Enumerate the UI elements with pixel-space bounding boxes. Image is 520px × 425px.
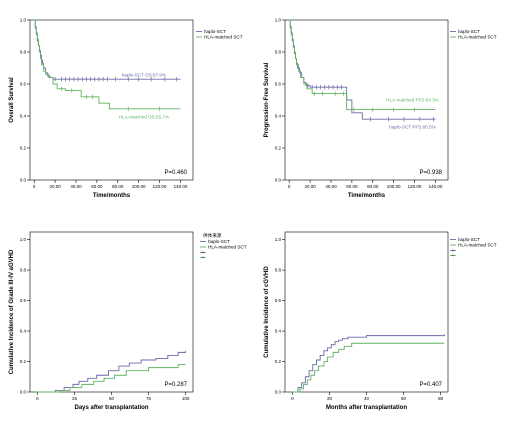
y-tick-label: 0.4 <box>20 114 27 119</box>
x-tick-label: 50 <box>109 396 115 401</box>
y-tick-label: 1.0 <box>20 18 27 23</box>
x-tick-label: 100.00 <box>387 184 401 189</box>
legend-label: + <box>202 255 205 260</box>
p-value-label: P=0.287 <box>164 382 187 388</box>
y-tick-label: 0.4 <box>275 114 282 119</box>
y-tick-label: 0.8 <box>275 268 282 273</box>
series-annotation: haplo-SCT OS:67.9% <box>122 73 166 78</box>
series-line-hla <box>289 19 436 111</box>
legend-label: + <box>452 248 455 253</box>
x-axis-label: Days after transplantation <box>74 405 148 411</box>
y-axis-label: Overall Survival <box>9 77 15 123</box>
series-line-hla <box>34 19 181 110</box>
x-tick-label: 100 <box>182 396 190 401</box>
chart-panel-4: 0.0 0.2 0.4 0.6 0.8 1.0 0 20 40 60 80 Months after … <box>264 231 497 411</box>
y-tick-label: 0.6 <box>275 82 282 87</box>
y-tick-label: 0.8 <box>20 50 27 55</box>
legend-title: 供体来源 <box>203 232 222 239</box>
chart-panel-2: 0.0 0.2 0.4 0.6 0.8 1.0 0 20.00 40.00 60.00 80.00 1… <box>264 18 497 199</box>
x-tick-label: 75 <box>146 396 152 401</box>
y-tick-label: 0.2 <box>275 146 282 151</box>
x-tick-label: 0 <box>36 396 39 401</box>
series-annotation: haplo-SCT PFS:60.5% <box>389 125 435 130</box>
y-tick-label: 0.6 <box>275 298 282 303</box>
series-line-haplo <box>289 19 436 120</box>
plot-frame <box>284 19 449 181</box>
y-tick-label: 0.6 <box>20 298 27 303</box>
x-tick-label: 25 <box>72 396 78 401</box>
y-tick-label: 0.0 <box>275 390 282 395</box>
y-tick-label: 1.0 <box>20 237 27 242</box>
x-tick-label: 40.00 <box>325 184 337 189</box>
series-line-haplo <box>34 19 181 80</box>
x-axis-label: Time/months <box>348 193 386 199</box>
y-axis-label: Cumulative Incidence of Grade III-IV aGV… <box>9 249 15 374</box>
plot-frame <box>284 231 449 393</box>
x-tick-label: 140.00 <box>429 184 443 189</box>
y-tick-label: 0.8 <box>20 268 27 273</box>
x-tick-label: 120.00 <box>408 184 422 189</box>
legend-label: haplo-SCT <box>204 29 226 34</box>
series-annotation: HLA-matched OS:55.7% <box>119 114 169 119</box>
x-axis-label: Months after transplantation <box>326 405 407 411</box>
x-tick-label: 60.00 <box>91 184 103 189</box>
y-tick-label: 0.4 <box>275 329 282 334</box>
series-line-haplo <box>37 350 187 393</box>
y-axis-label: Cumulative Incidence of cGVHD <box>264 266 270 358</box>
y-tick-label: 0.0 <box>20 178 27 183</box>
x-tick-label: 0 <box>288 184 291 189</box>
x-tick-label: 120.00 <box>153 184 167 189</box>
x-tick-label: 20 <box>327 396 333 401</box>
x-tick-label: 0 <box>291 396 294 401</box>
x-tick-label: 140.00 <box>174 184 188 189</box>
x-tick-label: 80.00 <box>367 184 379 189</box>
x-tick-label: 60.00 <box>346 184 358 189</box>
y-tick-label: 0.6 <box>20 82 27 87</box>
plot-frame <box>29 19 194 181</box>
legend-label: HLA-matched SCT <box>458 35 497 40</box>
legend-label: haplo-SCT <box>458 29 480 34</box>
series-line-hla <box>37 364 186 393</box>
x-tick-label: 80 <box>438 396 444 401</box>
series-line-hla <box>292 342 445 393</box>
y-tick-label: 1.0 <box>275 237 282 242</box>
x-axis-label: Time/months <box>93 193 131 199</box>
p-value-label: P=0.460 <box>164 170 187 176</box>
x-tick-label: 0 <box>33 184 36 189</box>
legend-label: + <box>202 250 205 255</box>
series-line-haplo <box>292 334 445 393</box>
p-value-label: P=0.938 <box>419 170 442 176</box>
y-tick-label: 0.0 <box>20 390 27 395</box>
x-tick-label: 40 <box>364 396 370 401</box>
x-tick-label: 20.00 <box>304 184 316 189</box>
x-tick-label: 20.00 <box>49 184 61 189</box>
series-annotation: HLA-matched PFS:54.3% <box>386 98 439 103</box>
x-tick-label: 100.00 <box>132 184 146 189</box>
p-value-label: P=0.407 <box>419 382 442 388</box>
y-tick-label: 1.0 <box>275 18 282 23</box>
legend-label: haplo-SCT <box>208 239 230 244</box>
y-tick-label: 0.2 <box>275 359 282 364</box>
y-tick-label: 0.4 <box>20 329 27 334</box>
y-tick-label: 0.2 <box>20 359 27 364</box>
legend-label: + <box>452 253 455 258</box>
y-tick-label: 0.2 <box>20 146 27 151</box>
chart-panel-1: 0.0 0.2 0.4 0.6 0.8 1.0 0 20.00 40.00 60.00 80.00 1… <box>9 18 243 199</box>
chart-panel-3: 0.0 0.2 0.4 0.6 0.8 1.0 0 25 50 75 100 Days after t… <box>9 231 247 411</box>
y-tick-label: 0.0 <box>275 178 282 183</box>
legend-label: HLA-matched SCT <box>204 35 243 40</box>
legend-label: HLA-matched SCT <box>208 245 247 250</box>
y-tick-label: 0.8 <box>275 50 282 55</box>
legend-label: haplo-SCT <box>458 237 480 242</box>
x-tick-label: 60 <box>401 396 407 401</box>
legend-label: HLA-matched SCT <box>458 243 497 248</box>
x-tick-label: 40.00 <box>70 184 82 189</box>
x-tick-label: 80.00 <box>112 184 124 189</box>
y-axis-label: Progression-Free Survival <box>264 62 270 137</box>
